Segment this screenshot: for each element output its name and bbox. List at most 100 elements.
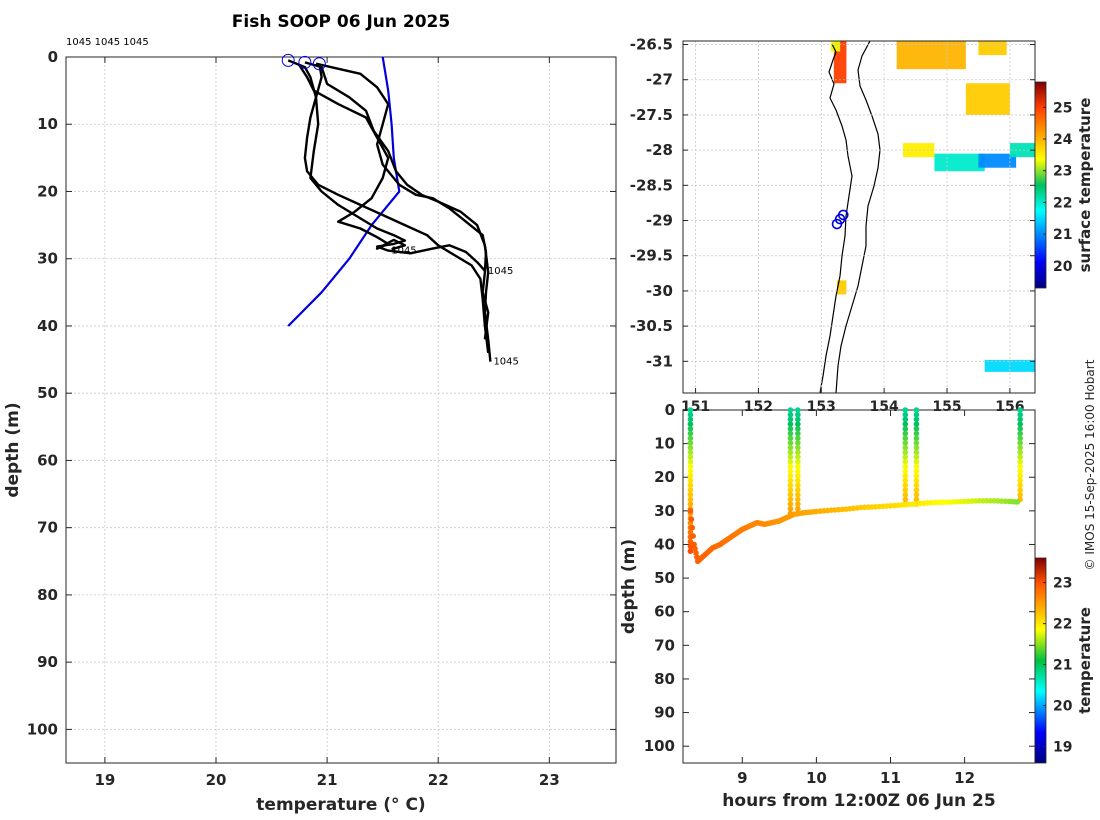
y-tick-label: 70 [37,519,58,537]
surface-marker [312,57,326,71]
td-point [1017,440,1023,446]
td-point [913,435,920,442]
td-point [1017,435,1023,442]
td-point [913,468,920,474]
td-point [913,473,920,479]
td-point [787,430,794,437]
td-point [795,435,801,442]
td-point [902,435,909,442]
sst-colorbar-tick-label: 20 [1053,259,1073,275]
td-point [687,440,694,446]
map-y-tick-label: -27 [646,71,673,89]
map-x-tick-label: 152 [744,399,773,415]
map-x-tick-label: 154 [870,399,899,415]
td-point [795,501,801,507]
td-axes-frame [682,409,1036,764]
td-point [1017,449,1023,456]
td-x-tick-label: 11 [880,769,901,787]
td-y-tick-label: 80 [654,670,675,688]
sst-colorbar-tick-label: 24 [1053,132,1073,148]
sst-colorbar-tick-label: 25 [1053,100,1072,116]
td-point [913,463,920,470]
td-point [1017,487,1023,493]
time-depth-chart: 9 10 11 12 0 10 20 30 40 50 60 70 80 90 100 hours from … [619,401,1094,811]
td-point [902,449,909,456]
series-profile-5 [298,64,407,251]
sst-patch [837,280,847,295]
td-point [787,444,794,451]
td-point [687,548,694,554]
td-point [795,482,801,489]
td-point [902,411,909,418]
td-point [1017,458,1023,465]
map-y-tick-label: -28 [646,141,673,159]
td-point [795,411,801,418]
td-point [902,430,909,437]
td-y-axis-label: depth (m) [619,539,639,634]
td-point [795,468,801,474]
map-y-tick-label: -30.5 [630,317,673,335]
td-point [1017,482,1023,489]
td-point [687,477,694,484]
td-point [787,407,794,413]
x-tick-label: 20 [206,771,227,789]
copyright-text: © IMOS 15-Sep-2025 16:00 Hobart [1083,359,1097,570]
td-point [787,440,794,446]
temp-colorbar [1034,557,1047,764]
map-y-tick-label: -26.5 [630,36,673,54]
map-y-tick-label: -27.5 [630,106,673,124]
td-x-tick-label: 9 [737,769,747,787]
td-point [691,541,697,548]
td-point [687,411,694,418]
td-point [687,482,694,489]
x-tick-label: 21 [317,771,338,789]
td-point [913,477,920,484]
td-point [787,411,794,418]
td-point [902,444,909,451]
track-marker [831,218,843,230]
td-point [787,463,794,470]
td-point [902,487,909,493]
td-point [1017,421,1023,427]
td-point [902,416,909,423]
td-point [795,496,801,503]
cast-id-label: 1045 [488,266,513,277]
map-y-tick-label: -29 [646,212,673,230]
td-point [787,458,794,465]
td-point [795,491,801,498]
y-tick-label: 30 [37,250,58,268]
td-point [795,440,801,446]
td-point [913,430,920,437]
surface-marker [298,55,312,69]
td-point [1017,430,1023,437]
td-point [913,454,920,460]
td-point [913,449,920,456]
td-point [687,508,694,514]
td-point [1017,473,1023,479]
td-point [913,458,920,465]
td-point [795,416,801,423]
map-x-tick-label: 156 [995,399,1024,415]
td-point [913,426,920,432]
td-point [1017,463,1023,470]
td-point [913,491,920,498]
td-y-tick-label: 20 [654,468,675,486]
y-tick-label: 10 [37,115,58,133]
td-point [787,435,794,442]
td-point [787,473,794,479]
y-tick-label: 20 [37,182,58,200]
series-profile-3 [303,63,490,353]
td-point [688,516,695,523]
sst-patch [978,153,1017,168]
td-point [687,468,694,474]
td-y-tick-label: 30 [654,502,675,520]
td-point [787,416,794,423]
td-point [1017,416,1023,423]
td-point [787,506,794,512]
td-point [902,454,909,460]
td-point [795,449,801,456]
td-point [913,487,920,493]
td-point [902,421,909,427]
td-point [693,550,699,556]
td-point [1017,444,1023,451]
